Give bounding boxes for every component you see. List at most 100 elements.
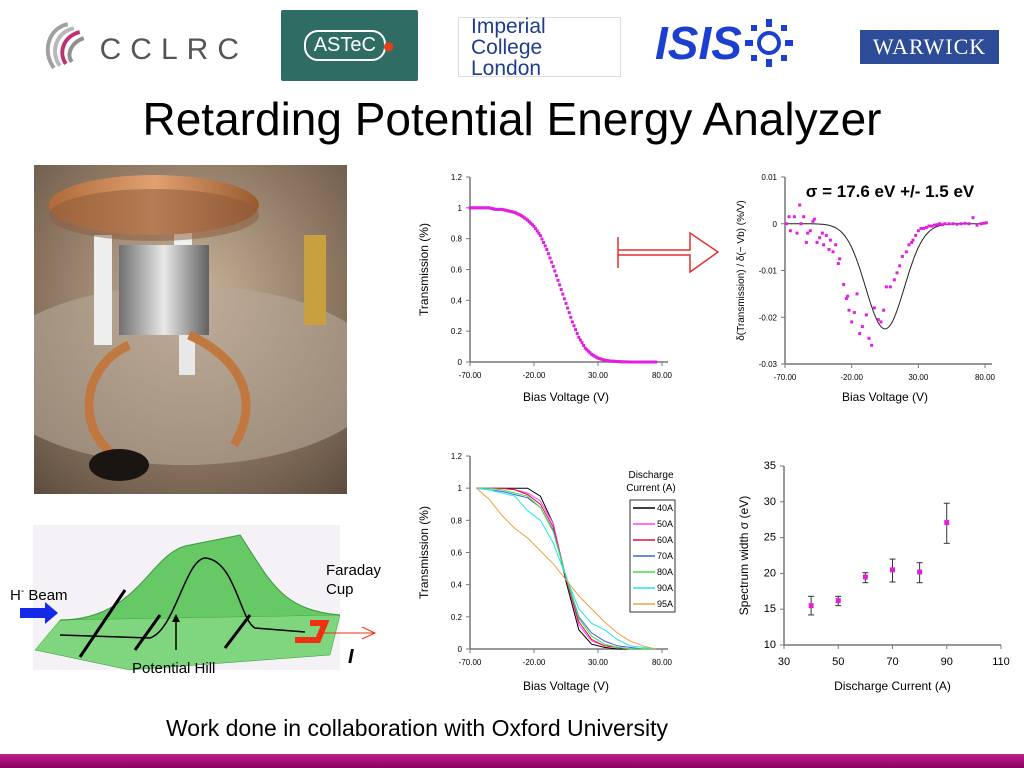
data-point	[930, 224, 934, 228]
current-arrow-icon	[318, 626, 377, 640]
data-point	[495, 207, 499, 211]
data-point	[506, 209, 510, 213]
astec-dot-icon: ●	[381, 32, 396, 58]
data-point	[638, 360, 642, 364]
data-point	[470, 206, 474, 210]
data-point	[569, 315, 573, 319]
astec-logo: ASTeC ●	[281, 10, 418, 81]
data-point	[922, 226, 926, 230]
y-tick-label: 35	[764, 460, 776, 472]
y-tick-label: 0.4	[451, 296, 463, 305]
data-point	[486, 206, 490, 210]
data-point	[524, 217, 528, 221]
data-point	[834, 243, 838, 247]
data-point	[503, 208, 507, 212]
cclrc-logo: CCLRC	[38, 15, 248, 85]
data-point	[938, 222, 942, 226]
data-point	[530, 223, 534, 227]
data-point	[820, 231, 824, 235]
data-point	[879, 320, 883, 324]
data-point	[818, 236, 822, 240]
data-point	[577, 335, 581, 339]
data-point	[641, 360, 645, 364]
data-point	[872, 306, 876, 310]
y-tick-label: 0	[458, 358, 463, 367]
data-point	[559, 288, 563, 292]
y-tick-label: 25	[764, 532, 776, 544]
data-point	[476, 206, 480, 210]
data-point	[798, 203, 802, 207]
isis-logo-text: ISIS	[655, 17, 742, 69]
data-point	[514, 211, 518, 215]
data-point	[513, 210, 517, 214]
data-point	[489, 206, 493, 210]
data-point	[620, 360, 624, 364]
data-point	[795, 231, 799, 235]
x-tick-label: -20.00	[840, 373, 863, 382]
data-point	[598, 357, 602, 361]
data-point	[882, 308, 886, 312]
data-point	[784, 222, 788, 226]
series-line-80A	[476, 487, 656, 650]
data-point	[487, 206, 491, 210]
data-point	[847, 308, 851, 312]
data-point	[864, 313, 868, 317]
legend-label-95A: 95A	[657, 599, 673, 609]
x-tick-label: -70.00	[774, 373, 797, 382]
fit-curve	[785, 223, 985, 330]
data-point	[617, 360, 621, 364]
data-point	[596, 356, 600, 360]
y-tick-label: -0.02	[759, 313, 778, 322]
data-point	[892, 278, 896, 282]
data-point	[652, 360, 656, 364]
warwick-logo: WARWICK	[860, 30, 999, 64]
y-axis-label: Transmission (%)	[417, 506, 431, 599]
data-point	[578, 338, 582, 342]
data-point	[609, 359, 613, 363]
data-point	[634, 360, 638, 364]
data-point	[963, 221, 967, 225]
data-point	[787, 215, 791, 219]
y-axis-label: δ(Transmission) / δ(− Vb) (%/V)	[736, 200, 747, 341]
footer-note: Work done in collaboration with Oxford U…	[166, 715, 668, 741]
beam-arrow-icon	[20, 602, 58, 624]
data-point	[610, 359, 614, 363]
data-point	[935, 223, 939, 227]
x-tick-label: 90	[941, 656, 953, 668]
data-point	[924, 225, 928, 229]
data-point	[561, 292, 565, 296]
data-point	[490, 207, 494, 211]
data-point	[975, 223, 979, 227]
data-point	[473, 206, 477, 210]
x-axis-label: Bias Voltage (V)	[523, 679, 609, 693]
data-point	[802, 215, 806, 219]
data-point	[601, 358, 605, 362]
x-tick-label: -70.00	[459, 371, 482, 380]
hill-label: Potential Hill	[132, 660, 215, 677]
y-tick-label: 0.8	[451, 516, 463, 525]
data-point	[631, 360, 635, 364]
y-tick-label: 0.6	[451, 549, 463, 558]
data-point	[944, 520, 950, 526]
data-point	[575, 331, 579, 335]
data-point	[537, 231, 541, 235]
data-point	[654, 360, 658, 364]
data-point	[808, 603, 814, 609]
data-point	[582, 343, 586, 347]
data-point	[551, 264, 555, 268]
data-point	[822, 243, 826, 247]
data-point	[521, 215, 525, 219]
data-point	[647, 360, 651, 364]
analyzer-photo	[34, 165, 347, 494]
data-point	[500, 207, 504, 211]
data-point	[951, 222, 955, 226]
data-point	[586, 349, 590, 353]
legend-label-60A: 60A	[657, 535, 673, 545]
data-point	[556, 278, 560, 282]
cclrc-logo-text: CCLRC	[99, 33, 248, 66]
data-point	[917, 569, 923, 575]
data-point	[510, 210, 514, 214]
current-label: I	[348, 646, 354, 668]
y-tick-label: 0	[773, 220, 778, 229]
data-point	[808, 229, 812, 233]
